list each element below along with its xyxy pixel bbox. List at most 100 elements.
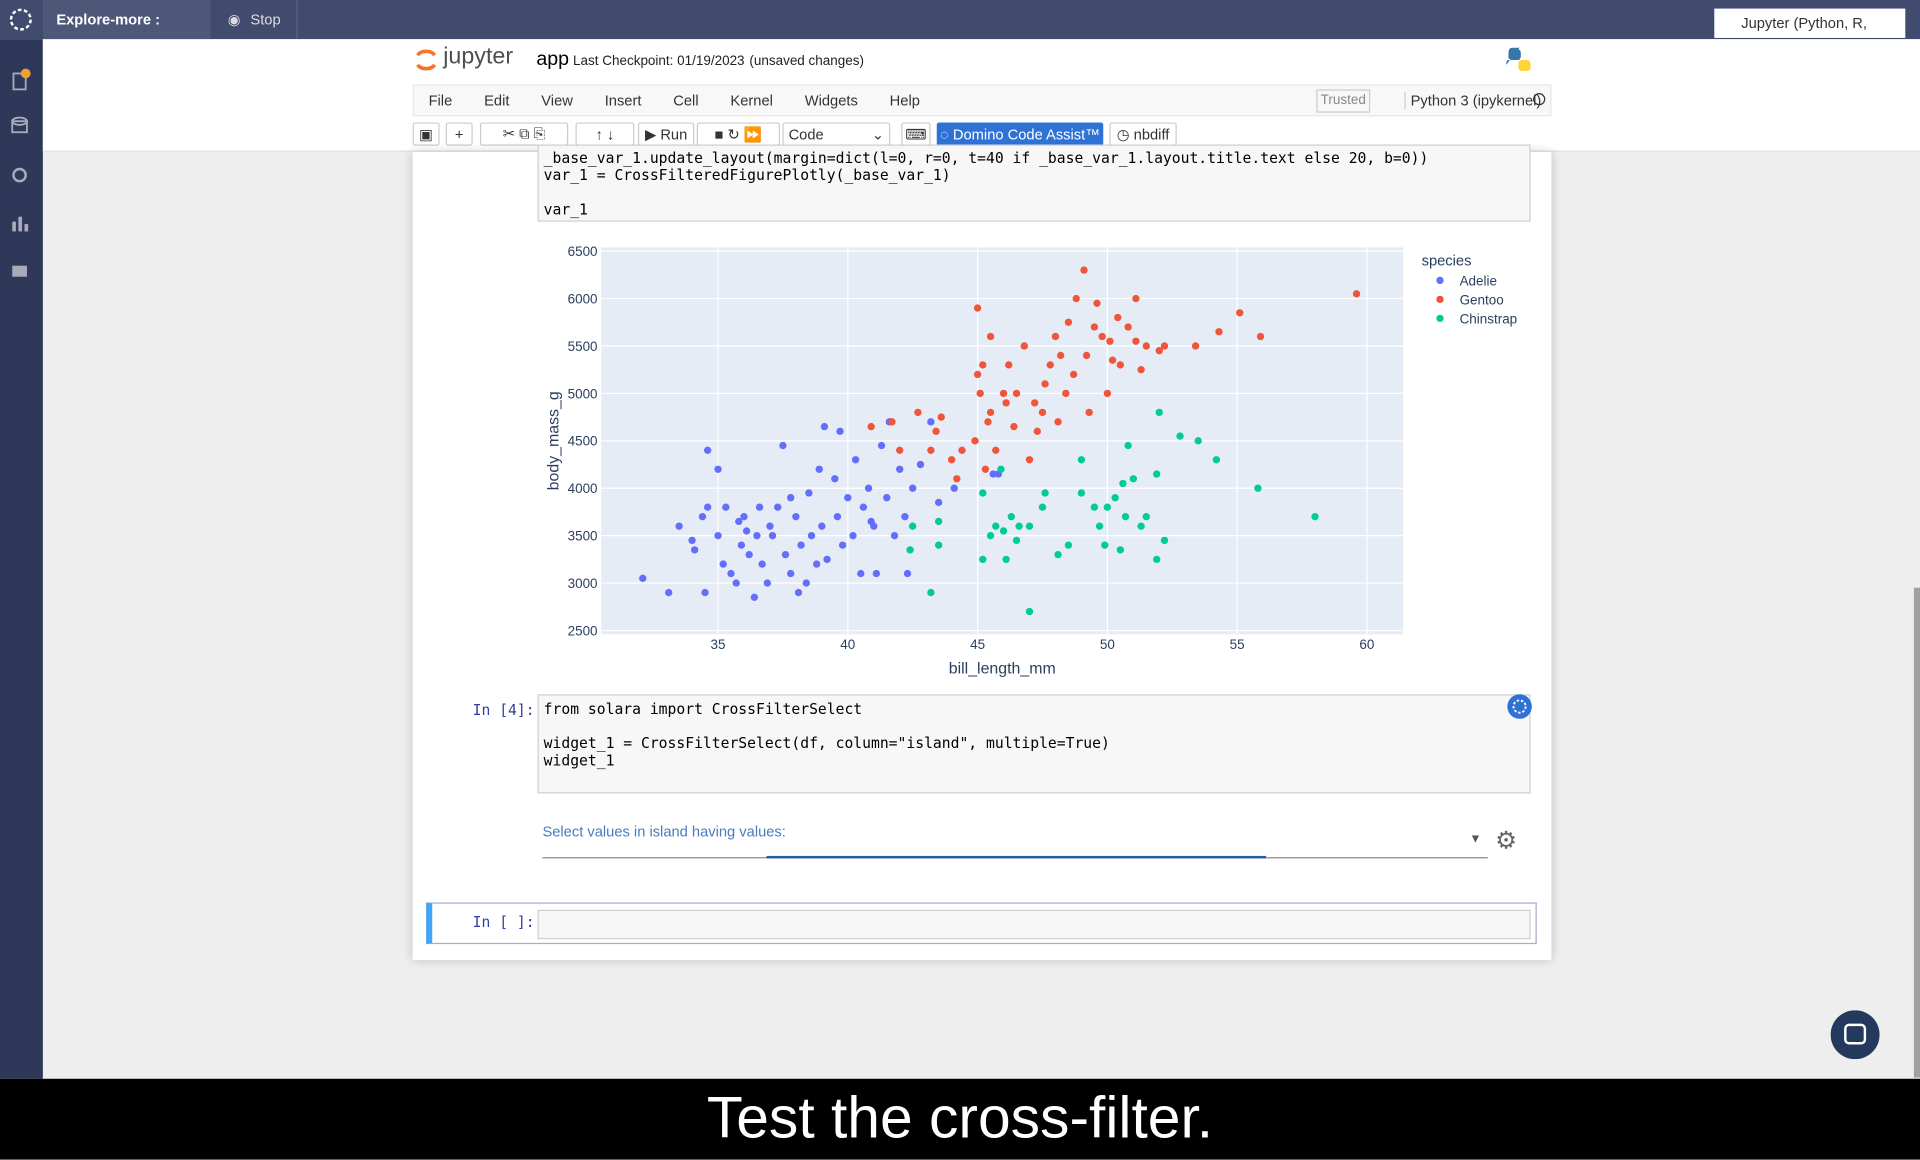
point: [932, 427, 940, 436]
point: [973, 370, 982, 379]
point: [1215, 328, 1223, 336]
menu-item[interactable]: File: [428, 91, 453, 109]
point: [737, 541, 746, 549]
selected-cell[interactable]: [426, 902, 1537, 945]
point: [1121, 513, 1130, 521]
point: [698, 513, 707, 521]
assist-icon[interactable]: [1506, 693, 1533, 720]
x-tick-label: 45: [970, 637, 985, 652]
point: [872, 569, 881, 578]
notebook-name[interactable]: app: [536, 48, 570, 70]
kernel-buttons[interactable]: ■ ↻ ⏩: [696, 122, 781, 146]
clipboard-buttons[interactable]: ✂ ⧉ ⎘: [480, 122, 569, 146]
menu-bar: File Edit View Insert Cell Kernel Widgets Help: [412, 84, 1552, 117]
point: [703, 446, 712, 454]
point: [740, 513, 748, 521]
point: [1085, 408, 1093, 417]
save-button[interactable]: ▣: [412, 122, 440, 146]
point: [973, 304, 982, 312]
settings-icon[interactable]: ⚙: [1495, 827, 1518, 855]
point: [1116, 361, 1125, 369]
menu-item[interactable]: Cell: [673, 91, 699, 109]
point: [1142, 342, 1150, 350]
menu-item[interactable]: Help: [889, 91, 920, 109]
point: [888, 418, 896, 426]
cell-type-select[interactable]: Code ⌄: [782, 122, 891, 146]
jupyter-logo[interactable]: jupyter: [443, 44, 514, 70]
app-bar: [0, 0, 1920, 40]
menu-item[interactable]: Insert: [604, 91, 642, 109]
code-cell[interactable]: from solara import CrossFilterSelect widg…: [537, 694, 1531, 794]
point: [992, 446, 1000, 454]
point: [1082, 351, 1091, 360]
x-tick-label: 55: [1230, 637, 1245, 652]
point: [774, 503, 782, 511]
point: [981, 465, 990, 473]
point: [1033, 427, 1041, 436]
point: [1056, 351, 1065, 360]
point: [807, 531, 816, 540]
point: [792, 513, 800, 521]
point: [763, 579, 772, 587]
point: [1041, 380, 1049, 388]
menu-item[interactable]: Widgets: [804, 91, 858, 109]
chat-button[interactable]: [1830, 1010, 1880, 1060]
code-line: var_1 = CrossFilteredFigurePlotly(_base_…: [543, 166, 951, 184]
code-assist-label: Domino Code Assist™: [952, 125, 1100, 143]
run-button[interactable]: ▶ Run: [637, 122, 695, 146]
point: [703, 503, 712, 511]
point: [883, 494, 891, 502]
menu-item[interactable]: Edit: [484, 91, 510, 109]
nbdiff-button[interactable]: ◷ nbdiff: [1109, 122, 1177, 146]
point: [914, 408, 922, 417]
point: [1064, 541, 1073, 549]
point: [989, 470, 997, 478]
point: [947, 456, 956, 464]
point: [818, 522, 826, 530]
point: [779, 441, 787, 450]
domino-logo: [9, 8, 32, 31]
point: [867, 517, 875, 526]
scrollbar[interactable]: [1913, 587, 1920, 1078]
point: [742, 527, 751, 535]
point: [934, 541, 943, 549]
sidebar: [0, 39, 43, 1079]
code-line: widget_1: [543, 751, 615, 769]
point: [857, 569, 865, 578]
cell-type: Code: [788, 125, 824, 143]
point: [727, 569, 735, 578]
menu-item[interactable]: Kernel: [730, 91, 773, 109]
point: [1114, 313, 1122, 322]
select-arrow[interactable]: ▼: [1469, 832, 1482, 847]
environment-tab[interactable]: Jupyter (Python, R, Julia): [1714, 8, 1906, 61]
cell-prompt: In [ ]:: [472, 913, 535, 931]
code-assist-button[interactable]: ◌ Domino Code Assist™: [936, 122, 1104, 146]
point: [1015, 522, 1023, 530]
insert-button[interactable]: +: [445, 122, 473, 146]
trusted-badge[interactable]: Trusted: [1316, 89, 1371, 113]
point: [1038, 503, 1047, 511]
point: [1194, 437, 1202, 445]
move-buttons[interactable]: ↑ ↓: [575, 122, 635, 146]
y-axis-label: body_mass_g: [545, 391, 562, 490]
point: [1256, 332, 1265, 341]
workspace-tab[interactable]: Explore-more : Jupyter: [42, 0, 211, 67]
point: [896, 465, 904, 473]
point: [787, 494, 795, 502]
empty-code-cell[interactable]: [537, 909, 1531, 940]
point: [755, 503, 764, 511]
point: [1124, 323, 1132, 331]
point: [1093, 299, 1101, 307]
keyboard-button[interactable]: ⌨: [901, 122, 931, 146]
code-cell[interactable]: _base_var_1.update_layout(margin=dict(l=…: [537, 144, 1531, 222]
point: [1025, 607, 1034, 616]
menu-item[interactable]: View: [541, 91, 573, 109]
point: [833, 513, 842, 521]
stop-button[interactable]: ◉ Stop: [213, 0, 298, 40]
point: [906, 546, 914, 554]
point: [1236, 309, 1244, 317]
point: [805, 489, 813, 497]
point: [997, 465, 1005, 473]
point: [1160, 342, 1169, 350]
